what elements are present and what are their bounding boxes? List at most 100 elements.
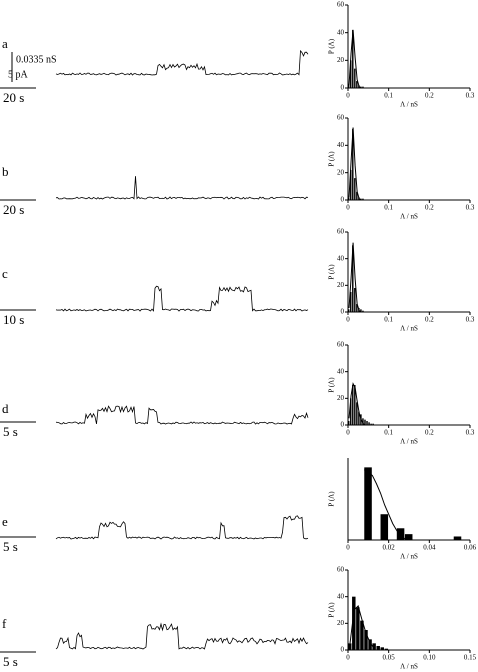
panel-label: d: [2, 401, 9, 416]
y-tick-label: 0: [341, 84, 345, 92]
histogram-bar: [370, 423, 372, 425]
time-scale-label: 5 s: [3, 424, 18, 439]
y-tick-label: 60: [337, 566, 345, 574]
y-tick-label: 20: [337, 394, 345, 402]
histogram-bar: [364, 630, 368, 650]
histogram-bar: [354, 385, 356, 425]
y-axis-label: P (Λ): [328, 151, 336, 167]
current-trace: [55, 405, 309, 425]
histogram-bar: [348, 309, 350, 312]
histogram-bar: [364, 419, 366, 425]
x-tick-label: 0.3: [466, 316, 475, 324]
y-axis-label: P (Λ): [328, 377, 336, 393]
x-tick-label: 0: [346, 204, 350, 212]
histogram-bar: [380, 647, 384, 650]
time-scale-label: 5 s: [3, 654, 18, 669]
y-tick-label: 20: [337, 56, 345, 64]
panel-label: c: [2, 266, 8, 281]
y-tick-label: 20: [337, 168, 345, 176]
x-tick-label: 0.2: [425, 204, 434, 212]
x-tick-label: 0.2: [425, 429, 434, 437]
histogram-bar: [358, 411, 360, 425]
x-axis-label: Λ / nS: [400, 663, 418, 671]
histogram-bar: [352, 245, 354, 312]
time-scale-label: 10 s: [3, 312, 24, 327]
y-tick-label: 0: [341, 308, 345, 316]
x-tick-label: 0.2: [425, 92, 434, 100]
current-trace: [55, 515, 309, 540]
panel-label: e: [2, 514, 8, 529]
histogram-bar: [352, 128, 354, 200]
x-tick-label: 0.1: [384, 316, 393, 324]
current-trace: [55, 49, 309, 76]
histogram-bar: [362, 310, 364, 312]
histogram-bar: [356, 191, 358, 200]
panel-label: a: [2, 36, 8, 51]
histogram-bar: [356, 81, 358, 88]
y-tick-label: 20: [337, 619, 345, 627]
histogram-bar: [354, 288, 356, 312]
histogram-bar: [453, 536, 462, 540]
histogram-bar: [364, 467, 372, 540]
histogram-bar: [362, 86, 364, 88]
histogram-bar: [352, 385, 354, 425]
y-axis-label: P (Λ): [328, 491, 336, 507]
histogram-bar: [356, 402, 358, 425]
time-scale-label: 5 s: [3, 539, 18, 554]
y-tick-label: 60: [337, 114, 345, 122]
histogram-bar: [348, 83, 350, 88]
histogram-bar: [372, 423, 374, 425]
y-tick-label: 40: [337, 367, 345, 375]
histogram-bar: [366, 421, 368, 425]
histogram-bar: [372, 643, 376, 650]
histogram-bar: [350, 169, 352, 200]
histogram-bar: [380, 514, 389, 540]
y-axis-label: P (Λ): [328, 602, 336, 618]
y-tick-label: 60: [337, 1, 345, 9]
histogram-bar: [348, 643, 352, 650]
histogram-bar: [352, 596, 356, 650]
y-tick-label: 40: [337, 141, 345, 149]
time-scale-label: 20 s: [3, 202, 24, 217]
histogram-bar: [354, 178, 356, 200]
y-tick-label: 40: [337, 254, 345, 262]
histogram-bar: [348, 197, 350, 200]
fit-curve: [348, 29, 362, 89]
histogram-bar: [376, 646, 380, 650]
histogram-bar: [348, 421, 350, 425]
histogram-bar: [360, 309, 362, 312]
x-tick-label: 0.3: [466, 429, 475, 437]
y-tick-label: 40: [337, 28, 345, 36]
fit-curve: [349, 605, 375, 649]
y-tick-label: 40: [337, 592, 345, 600]
histogram-bar: [354, 68, 356, 88]
y-tick-label: 0: [341, 196, 345, 204]
histogram-bar: [404, 534, 413, 540]
x-tick-label: 0.1: [384, 92, 393, 100]
x-tick-label: 0: [346, 544, 350, 552]
x-tick-label: 0.02: [383, 544, 396, 552]
x-tick-label: 0: [346, 429, 350, 437]
histogram-bar: [350, 60, 352, 88]
y-axis-label: P (Λ): [328, 38, 336, 54]
histogram-bar: [362, 198, 364, 200]
y-tick-label: 60: [337, 341, 345, 349]
current-trace: [55, 176, 309, 200]
x-axis-label: Λ / nS: [400, 213, 418, 221]
y-axis-label: P (Λ): [328, 264, 336, 280]
panel-label: f: [2, 616, 7, 631]
fit-curve: [348, 127, 362, 201]
histogram-bar: [356, 607, 360, 650]
x-tick-label: 0: [346, 316, 350, 324]
x-tick-label: 0: [346, 92, 350, 100]
fit-curve: [348, 242, 362, 313]
panel-label: b: [2, 164, 9, 179]
y-tick-label: 0: [341, 421, 345, 429]
y-tick-label: 0: [341, 646, 345, 654]
histogram-bar: [362, 418, 364, 425]
current-scale: 5 pA: [8, 69, 29, 80]
x-tick-label: 0.1: [384, 204, 393, 212]
x-tick-label: 0.1: [384, 429, 393, 437]
x-axis-label: Λ / nS: [400, 325, 418, 333]
